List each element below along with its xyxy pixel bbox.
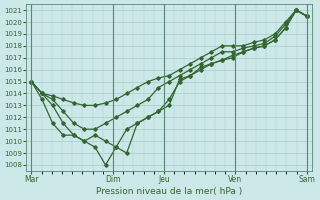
X-axis label: Pression niveau de la mer( hPa ): Pression niveau de la mer( hPa ) <box>96 187 242 196</box>
